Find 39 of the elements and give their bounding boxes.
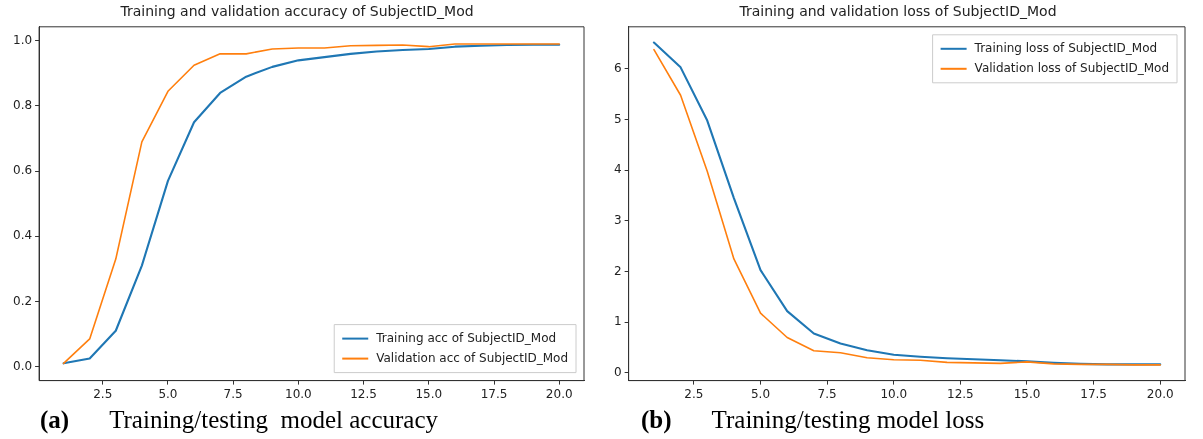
x-tick-label: 2.5 — [684, 386, 704, 401]
x-tick-label: 10.0 — [285, 386, 312, 401]
y-tick-label: 0 — [613, 365, 622, 380]
y-tick-label: 5 — [613, 111, 622, 126]
x-tick-label: 2.5 — [93, 386, 113, 401]
y-tick-label: 0.4 — [12, 228, 33, 243]
y-tick-label: 2 — [613, 263, 622, 278]
legend-label: Training loss of SubjectID_Mod — [973, 40, 1158, 55]
x-tick-label: 5.0 — [158, 386, 178, 401]
text: (b) — [641, 406, 672, 433]
legend-label: Validation acc of SubjectID_Mod — [376, 350, 568, 365]
chart-title: Training and validation accuracy of SubjectID_Mod — [119, 3, 474, 20]
x-tick-label: 20.0 — [545, 386, 573, 401]
y-tick-label: 0.0 — [12, 358, 33, 373]
y-tick-label: 3 — [613, 213, 622, 228]
y-tick-label: 0.2 — [12, 293, 33, 308]
x-tick-label: 7.5 — [223, 386, 243, 401]
text: Training/testing model loss — [711, 406, 985, 433]
x-tick-label: 10.0 — [880, 386, 908, 401]
x-tick-label: 15.0 — [1013, 386, 1041, 401]
y-tick-label: 4 — [613, 162, 622, 177]
text: Training/testing model accuracy — [109, 406, 439, 433]
legend-label: Validation loss of SubjectID_Mod — [974, 60, 1170, 75]
text: (a) — [40, 406, 70, 433]
x-tick-label: 12.5 — [947, 386, 974, 401]
x-tick-label: 15.0 — [415, 386, 443, 401]
y-tick-label: 1 — [613, 314, 622, 329]
x-tick-label: 12.5 — [350, 386, 377, 401]
y-tick-label: 0.6 — [12, 163, 33, 178]
x-tick-label: 20.0 — [1146, 386, 1174, 401]
y-tick-label: 1.0 — [12, 32, 33, 47]
legend-label: Training acc of SubjectID_Mod — [375, 330, 557, 345]
y-tick-label: 0.8 — [12, 98, 33, 113]
chart-title: Training and validation loss of SubjectID_Mod — [738, 3, 1057, 20]
x-tick-label: 17.5 — [480, 386, 508, 401]
x-tick-label: 17.5 — [1080, 386, 1107, 401]
y-tick-label: 6 — [613, 61, 622, 75]
x-tick-label: 7.5 — [817, 386, 837, 401]
x-tick-label: 5.0 — [750, 386, 771, 401]
